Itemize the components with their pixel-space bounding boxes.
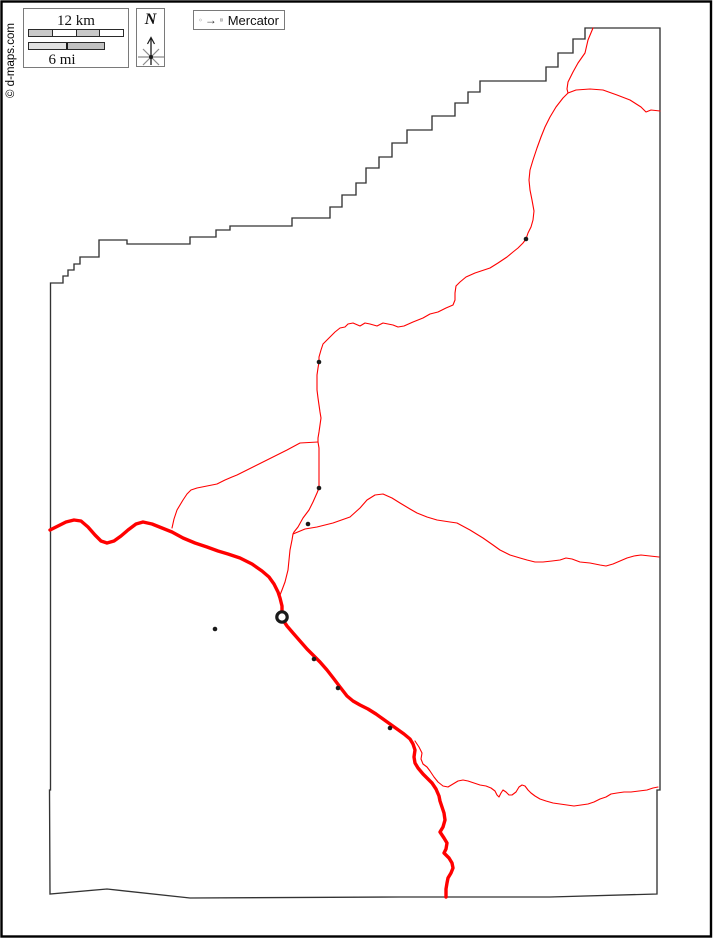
sphere-icon <box>199 18 202 22</box>
arrow-right-icon: → <box>204 13 217 27</box>
projection-legend: → Mercator <box>193 10 285 30</box>
scale-bar-mi-segment <box>65 43 104 49</box>
scale-box: 12 km 6 mi <box>23 8 129 68</box>
stream-line-5 <box>414 740 659 807</box>
north-indicator: N <box>136 8 165 67</box>
county-outline <box>48 27 661 899</box>
stream-line-1 <box>279 27 594 596</box>
copyright-watermark: © d-maps.com <box>5 23 17 98</box>
scale-bar-km-segment <box>75 30 100 36</box>
scale-km-label: 12 km <box>57 13 95 29</box>
scale-bar-mi-segment <box>29 43 66 49</box>
scale-mi-label: 6 mi <box>48 52 76 68</box>
stream-line-3 <box>171 441 319 529</box>
town-dot <box>305 521 311 527</box>
town-dot <box>523 236 529 242</box>
town-dot <box>311 656 317 662</box>
scale-bar-km <box>28 29 124 37</box>
town-dot <box>387 725 393 731</box>
town-dot <box>212 626 218 632</box>
north-label: N <box>144 11 157 28</box>
scale-bar-mi <box>28 42 105 50</box>
town-dot <box>316 485 322 491</box>
compass-icon <box>138 36 164 66</box>
scale-bar-km-segment <box>99 30 123 36</box>
plane-icon <box>219 18 223 22</box>
town-dot <box>316 359 322 365</box>
stream-line-4 <box>292 493 660 567</box>
scale-bar-km-segment <box>29 30 52 36</box>
county-seat-marker <box>275 610 289 624</box>
projection-label: Mercator <box>227 12 279 28</box>
scale-bar-km-segment <box>51 30 76 36</box>
stream-line-2 <box>567 88 661 113</box>
town-dot <box>335 685 341 691</box>
main-river-line <box>48 518 455 899</box>
